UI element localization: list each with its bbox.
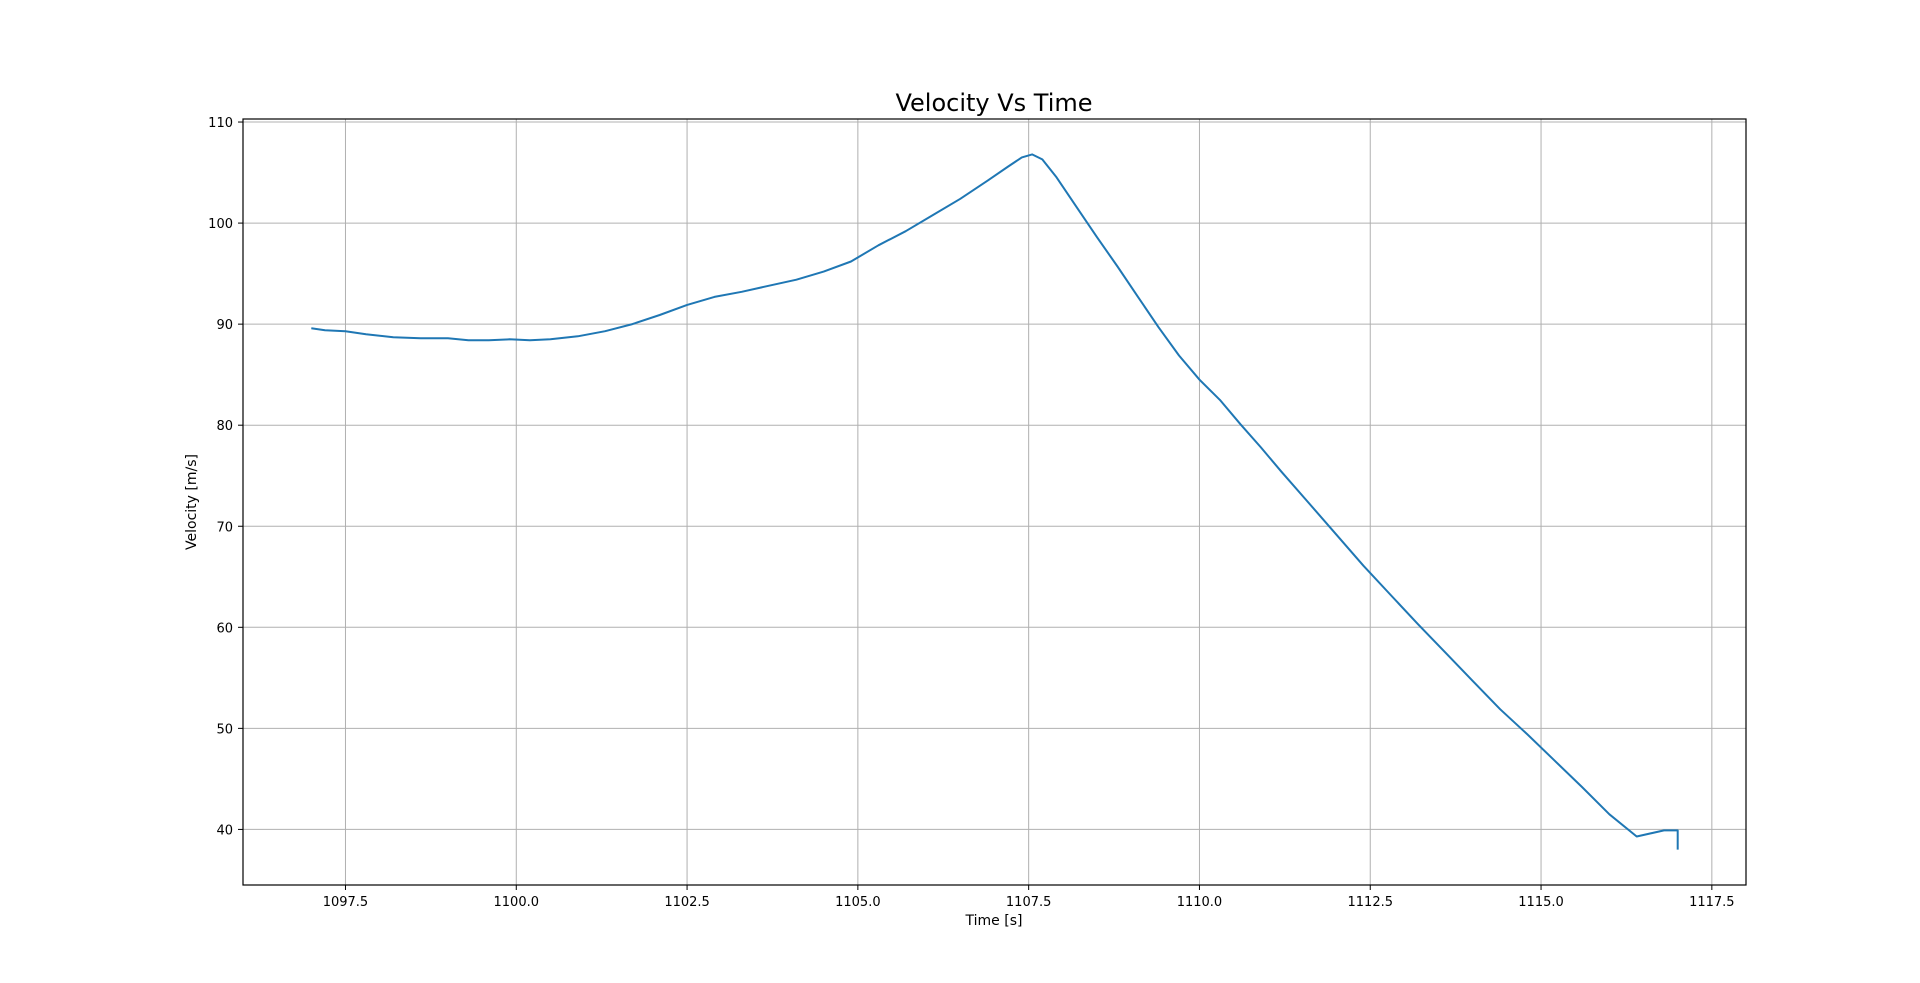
y-tick-label: 40 bbox=[216, 823, 233, 838]
x-tick-label: 1107.5 bbox=[1006, 895, 1052, 910]
x-tick-label: 1097.5 bbox=[323, 895, 369, 910]
velocity-series-line bbox=[311, 153, 1679, 850]
x-axis-ticks: 1097.5 1100.0 1102.5 1105.0 1107.5 1110.0 1112… bbox=[323, 885, 1735, 910]
y-tick-label: 80 bbox=[216, 419, 233, 434]
y-tick-label: 110 bbox=[208, 116, 233, 131]
y-axis-label: Velocity [m/s] bbox=[184, 454, 200, 550]
y-tick-label: 90 bbox=[216, 318, 233, 333]
y-tick-label: 100 bbox=[208, 217, 233, 232]
x-tick-label: 1115.0 bbox=[1518, 895, 1564, 910]
x-tick-label: 1110.0 bbox=[1177, 895, 1223, 910]
y-tick-label: 60 bbox=[216, 621, 233, 636]
plot-frame bbox=[242, 118, 1747, 886]
series-layer bbox=[311, 153, 1679, 850]
chart-title: Velocity Vs Time bbox=[895, 89, 1092, 117]
x-tick-label: 1117.5 bbox=[1689, 895, 1735, 910]
x-tick-label: 1100.0 bbox=[494, 895, 540, 910]
y-tick-label: 70 bbox=[216, 520, 233, 535]
y-tick-label: 50 bbox=[216, 722, 233, 737]
grid-lines bbox=[243, 119, 1746, 885]
x-tick-label: 1102.5 bbox=[664, 895, 710, 910]
x-tick-label: 1112.5 bbox=[1348, 895, 1394, 910]
y-axis-ticks: 40 50 60 70 80 90 100 110 bbox=[208, 116, 243, 838]
x-axis-label: Time [s] bbox=[965, 913, 1023, 929]
x-tick-label: 1105.0 bbox=[835, 895, 881, 910]
